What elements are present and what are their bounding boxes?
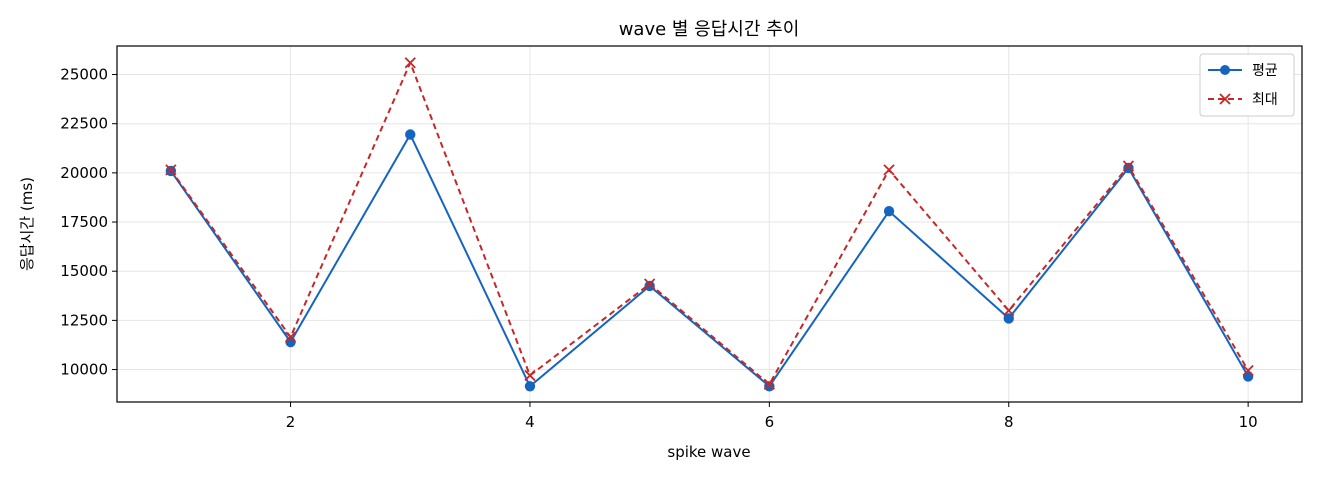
series-group <box>165 57 1254 392</box>
legend-label-avg: 평균 <box>1252 63 1278 79</box>
series-line <box>170 61 1250 386</box>
data-point <box>1123 162 1134 174</box>
data-point <box>763 378 775 390</box>
x-tick-label: 10 <box>1239 413 1258 431</box>
data-point <box>284 331 297 343</box>
grid-lines <box>117 46 1302 402</box>
legend-marker-avg <box>1220 65 1230 75</box>
data-point <box>1242 364 1254 377</box>
y-tick-label: 20000 <box>60 164 108 182</box>
legend-marker-max <box>1219 93 1231 105</box>
x-axis-title: spike wave <box>667 443 750 461</box>
data-point <box>644 278 656 290</box>
axis-ticks: 2 4 6 8 10 10000 12500 15000 17500 20000 22500 2500… <box>60 66 1257 431</box>
data-point <box>1242 371 1254 382</box>
x-tick-label: 8 <box>1004 413 1014 431</box>
data-point <box>524 369 536 382</box>
series-max <box>165 57 1254 390</box>
data-point <box>404 57 416 69</box>
series-line <box>170 133 1250 388</box>
y-tick-label: 12500 <box>60 311 108 329</box>
data-point <box>1122 160 1135 172</box>
data-point <box>644 280 655 292</box>
y-tick-label: 10000 <box>60 361 108 379</box>
data-point <box>524 381 536 392</box>
data-point <box>165 164 177 176</box>
data-point <box>285 336 296 348</box>
chart-title: wave 별 응답시간 추이 <box>619 19 800 40</box>
x-tick-label: 6 <box>765 413 775 431</box>
y-axis-title: 응답시간 (ms) <box>18 177 36 271</box>
data-point <box>883 164 895 176</box>
y-tick-label: 15000 <box>60 262 108 280</box>
data-point <box>764 381 775 392</box>
y-tick-label: 17500 <box>60 213 108 231</box>
legend-label-max: 최대 <box>1252 92 1278 108</box>
data-point <box>883 206 895 217</box>
legend: 평균 최대 <box>1199 53 1295 117</box>
plot-frame <box>116 45 1303 403</box>
x-tick-label: 2 <box>286 413 296 431</box>
x-tick-label: 4 <box>525 413 535 431</box>
data-point <box>1003 313 1014 324</box>
y-tick-label: 22500 <box>60 115 108 133</box>
data-point <box>405 129 416 140</box>
y-tick-label: 25000 <box>60 66 108 84</box>
data-point <box>1003 304 1015 317</box>
legend-box <box>1199 53 1295 117</box>
